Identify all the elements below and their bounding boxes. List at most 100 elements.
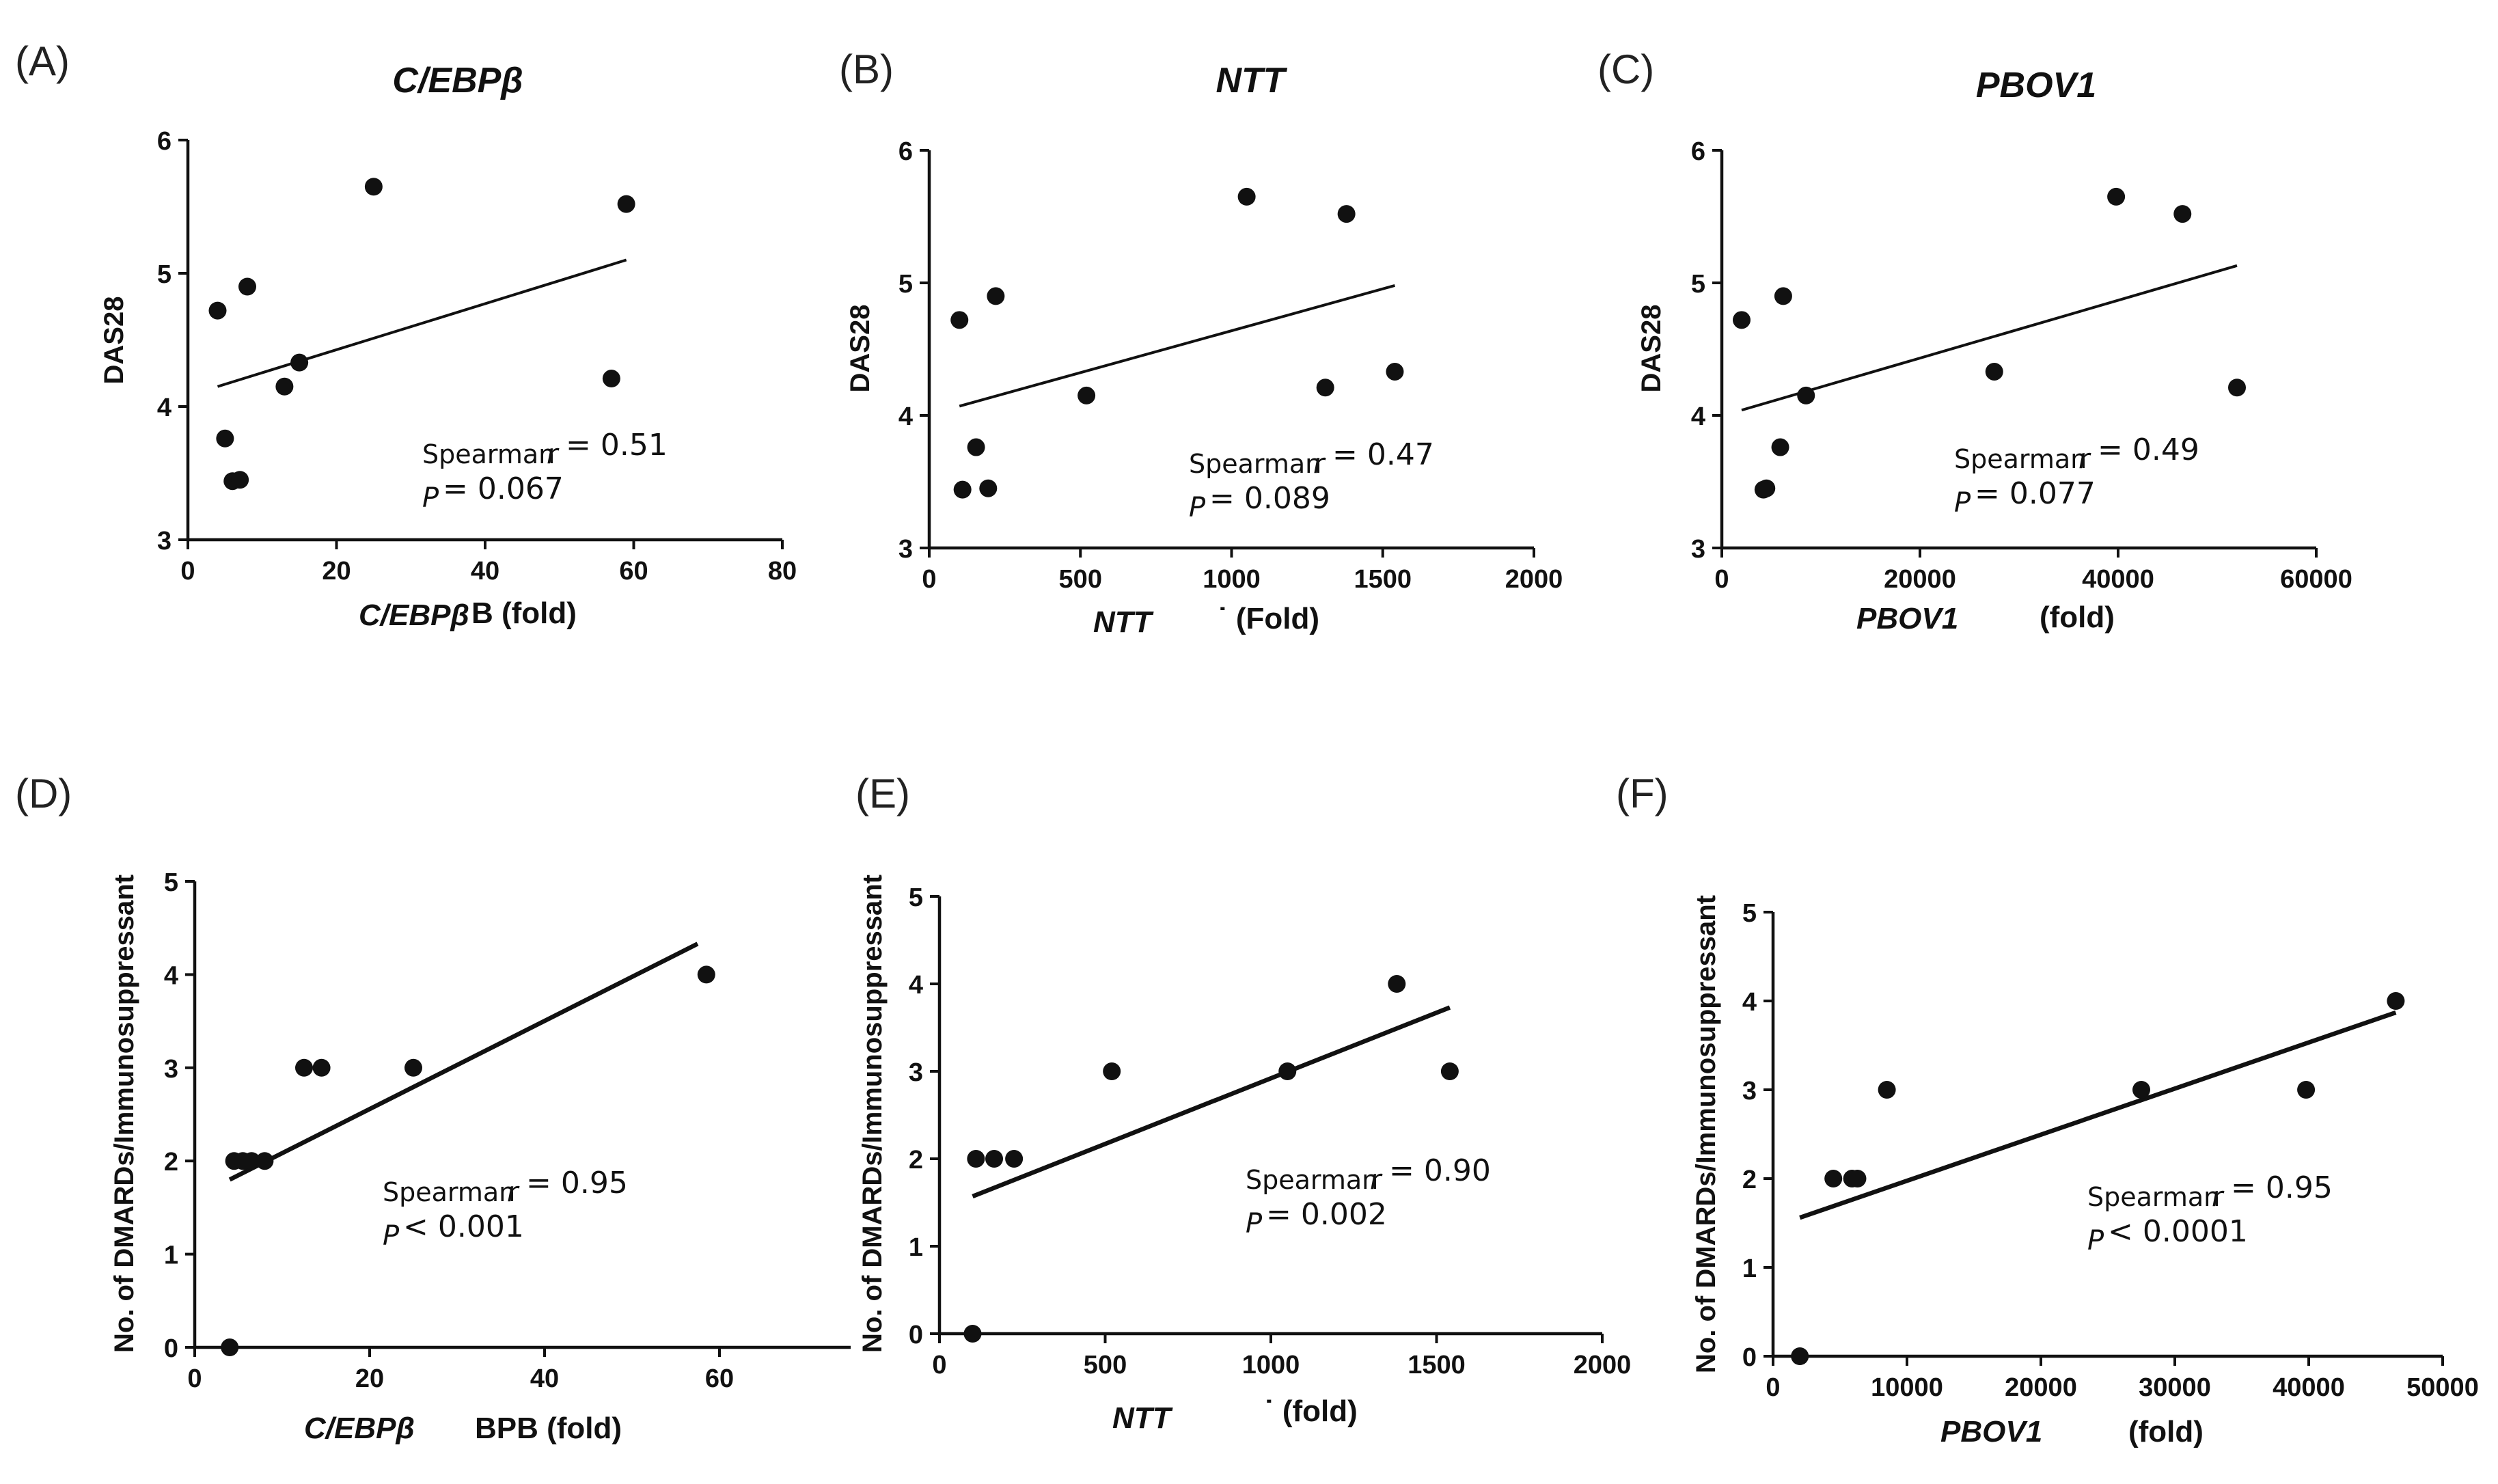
chart-5-data-point [1388, 975, 1406, 993]
chart-1-x-tick-label: 80 [768, 557, 797, 586]
chart-1-data-point [216, 429, 234, 448]
chart-4-data-point [697, 965, 715, 984]
chart-1-data-point [364, 178, 383, 196]
chart-6-x-tick-label: 30000 [2139, 1373, 2211, 1402]
chart-4-data-point [404, 1058, 422, 1077]
chart-6-x-label-suffix: (fold) [2128, 1415, 2204, 1448]
chart-4-data-point [243, 1152, 261, 1170]
chart-6-x-label-gene: PBOV1 [1940, 1415, 2042, 1448]
chart-5-stat-p-symbol: P [1246, 1208, 1263, 1239]
chart-4-y-tick-label: 3 [164, 1055, 178, 1084]
chart-6-y-label: No. of DMARDs/Immunosuppressant [1691, 895, 1721, 1373]
chart-3-y-tick-label: 6 [1691, 137, 1705, 166]
chart-5-data-point [1005, 1150, 1024, 1168]
chart-5-y-tick-label: 0 [909, 1321, 923, 1349]
chart-5-stat-r-symbol: r [1370, 1164, 1383, 1196]
chart-3-data-point [1797, 386, 1815, 404]
chart-3-data-point [2107, 187, 2126, 206]
chart-5-panel-letter: (E) [855, 771, 910, 816]
chart-4-stat-p-value: < 0.001 [403, 1209, 524, 1244]
chart-5-data-point [963, 1325, 982, 1343]
chart-6-y-tick-label: 5 [1742, 899, 1757, 928]
chart-6-y-tick-label: 0 [1742, 1343, 1757, 1372]
chart-4-data-point [221, 1338, 239, 1356]
chart-1-y-tick-label: 6 [157, 127, 171, 156]
chart-2-y-tick-label: 3 [898, 535, 913, 564]
chart-2-stat-p-symbol: P [1189, 492, 1206, 523]
chart-2-data-point [979, 479, 998, 497]
chart-1-x-tick-label: 40 [471, 557, 499, 586]
chart-3-panel: (C) PBOV1 0 20000 40000 60000 3 4 5 6 DAS28 PBOV1 (f… [1597, 46, 2352, 635]
chart-3-y-tick-label: 5 [1691, 270, 1705, 299]
chart-3-y-label: DAS28 [1636, 305, 1666, 393]
chart-3-data-point [1733, 311, 1751, 329]
chart-2-x-tick-label: 1500 [1354, 565, 1412, 594]
chart-6-data-point [1878, 1081, 1896, 1099]
chart-5-x-tick-label: 500 [1084, 1351, 1127, 1379]
chart-3-data-point [1985, 362, 2003, 381]
chart-4-x-label-gene: C/EBPβ [304, 1412, 415, 1445]
chart-3-data-point [1771, 438, 1789, 456]
chart-2-title: NTT [1216, 61, 1287, 100]
chart-3-title: PBOV1 [1976, 66, 2096, 105]
chart-4-y-tick-label: 2 [164, 1148, 178, 1177]
chart-6-data-point [1791, 1347, 1809, 1365]
chart-5-data-point [967, 1150, 985, 1168]
chart-4-y-tick-label: 4 [164, 961, 178, 990]
chart-5-data-point [1103, 1062, 1121, 1080]
chart-5-y-tick-label: 3 [909, 1058, 923, 1087]
chart-3-x-tick-label: 40000 [2082, 565, 2154, 594]
chart-2-data-point [953, 480, 972, 499]
chart-6-data-point [2297, 1081, 2316, 1099]
chart-1-x-label-gene: C/EBPβ [359, 599, 469, 632]
chart-5-x-label-gene: NTT [1112, 1401, 1173, 1435]
chart-6-stat-r-value: = 0.95 [2231, 1170, 2333, 1205]
chart-6-stat-p-symbol: P [2087, 1225, 2104, 1256]
chart-2-stat-label: Spearman [1189, 449, 1321, 479]
chart-4-stat-r-value: = 0.95 [526, 1166, 628, 1200]
chart-4-stat-label: Spearman [383, 1177, 515, 1207]
chart-3-x-tick-label: 60000 [2280, 565, 2352, 594]
chart-2-x-label-suffix: ˙ (Fold) [1218, 602, 1319, 635]
chart-6-panel: (F) 0 10000 20000 30000 40000 50000 0 1 2 3 4 5 No. o… [1616, 771, 2479, 1448]
chart-6-stat-label: Spearman [2087, 1182, 2220, 1212]
chart-3-stat-p-value: = 0.077 [1975, 476, 2096, 511]
chart-2-data-point [1316, 379, 1334, 397]
chart-1-data-point [208, 301, 227, 320]
chart-5-y-tick-label: 1 [909, 1233, 923, 1262]
chart-4-data-point [295, 1058, 313, 1077]
chart-6-data-point [2132, 1081, 2150, 1099]
chart-2-data-point [1237, 187, 1256, 206]
chart-2-data-point [1386, 362, 1404, 381]
chart-1-data-point [290, 353, 309, 372]
chart-3-x-label-gene: PBOV1 [1856, 602, 1958, 635]
chart-3-y-tick-label: 3 [1691, 535, 1705, 564]
chart-1-panel-letter: (A) [15, 38, 70, 84]
chart-1-x-tick-label: 0 [180, 557, 195, 586]
chart-2-x-tick-label: 0 [922, 565, 936, 594]
chart-5-x-tick-label: 0 [932, 1351, 946, 1379]
chart-6-data-point [1824, 1170, 1843, 1187]
chart-5-y-label: No. of DMARDs/Immunosuppressant [857, 875, 888, 1353]
chart-6-stat-p-value: < 0.0001 [2108, 1214, 2248, 1249]
chart-4-x-tick-label: 20 [355, 1364, 384, 1393]
chart-6-data-point [2387, 992, 2405, 1010]
chart-1-x-label-suffix: B (fold) [471, 596, 577, 630]
chart-2-regression-line [959, 284, 1395, 408]
chart-3-stat-r-value: = 0.49 [2098, 432, 2199, 467]
chart-6-x-tick-label: 0 [1766, 1373, 1780, 1402]
chart-5-x-label-suffix: ˙ (fold) [1264, 1394, 1358, 1428]
chart-4-x-tick-label: 0 [187, 1364, 202, 1393]
chart-6-x-tick-label: 40000 [2273, 1373, 2345, 1402]
chart-2-stat-r-symbol: r [1313, 448, 1326, 480]
chart-1-stat-r-value: = 0.51 [566, 428, 668, 463]
chart-2-y-tick-label: 5 [898, 270, 913, 299]
chart-2-data-point [967, 438, 985, 456]
chart-2-data-point [1337, 205, 1356, 223]
chart-5-stat-p-value: = 0.002 [1266, 1197, 1387, 1232]
chart-6-data-point [1848, 1170, 1867, 1187]
chart-2-stat-r-value: = 0.47 [1332, 437, 1434, 472]
chart-6-x-tick-label: 10000 [1871, 1373, 1943, 1402]
chart-1-x-tick-label: 20 [322, 557, 351, 586]
